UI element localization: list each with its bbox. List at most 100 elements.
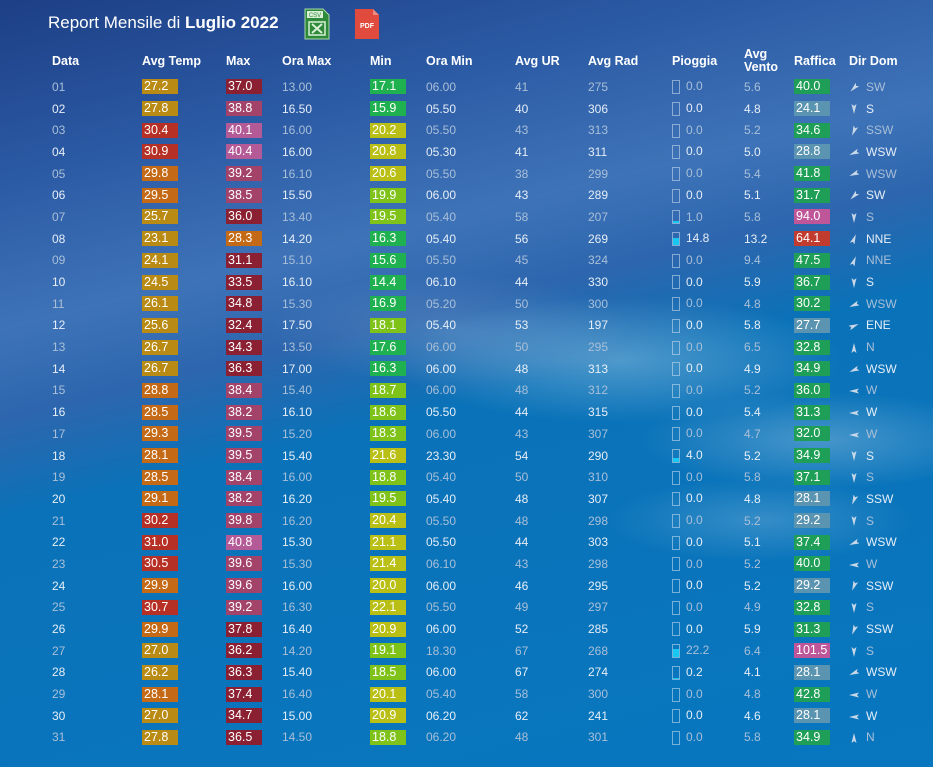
cell-day: 15	[52, 383, 66, 398]
cell-avg-temp-value: 26.2	[142, 664, 178, 680]
csv-download-icon[interactable]: CSV	[303, 8, 331, 40]
pdf-download-icon[interactable]: PDF	[353, 8, 381, 40]
cell-raffica-value: 31.3	[794, 621, 830, 637]
cell-max-value: 38.2	[226, 404, 262, 420]
cell-min: 18.3	[364, 423, 420, 445]
wind-direction-label: S	[866, 448, 875, 463]
cell-max: 36.2	[220, 640, 276, 662]
cell-max: 31.1	[220, 250, 276, 272]
cell-avg-temp-value: 31.0	[142, 534, 178, 550]
table-row: 09 24.1 31.1 15.10 15.6 05.50 45 324 0.0 9.4 47.5 N…	[46, 250, 913, 272]
cell-min-value: 20.6	[370, 166, 406, 182]
cell-min-value: 20.8	[370, 144, 406, 160]
cell-avg-vento: 4.8	[744, 101, 761, 116]
cell-avg-temp: 25.6	[136, 315, 220, 337]
cell-avg-temp: 30.7	[136, 597, 220, 619]
cell-dir-dom: NNE	[843, 228, 913, 250]
rain-value: 0.0	[686, 252, 703, 267]
cell-raffica-value: 101.5	[794, 643, 830, 659]
cell-max-value: 38.5	[226, 187, 262, 203]
cell-ora-min: 06.00	[426, 79, 457, 94]
cell-avg-ur: 58	[515, 209, 529, 224]
cell-max: 39.2	[220, 163, 276, 185]
cell-avg-temp-value: 25.6	[142, 317, 178, 333]
rain-level-icon	[672, 514, 680, 528]
wind-direction-label: WSW	[866, 361, 897, 376]
cell-day: 14	[52, 361, 66, 376]
cell-avg-temp: 24.1	[136, 250, 220, 272]
header-avg-vento-line1: Avg	[744, 47, 768, 61]
rain-level-icon	[672, 123, 680, 138]
wind-direction-label: WSW	[866, 296, 897, 311]
cell-day: 01	[52, 79, 66, 94]
cell-avg-rad: 299	[588, 166, 609, 181]
cell-ora-max: 16.00	[282, 470, 313, 485]
cell-dir-dom: WSW	[843, 293, 913, 315]
cell-raffica: 34.9	[788, 445, 843, 467]
cell-min: 19.1	[364, 640, 420, 662]
cell-min-value: 18.8	[370, 469, 406, 485]
cell-avg-ur: 58	[515, 687, 529, 702]
cell-dir-dom: S	[843, 597, 913, 619]
cell-avg-temp-value: 28.5	[142, 469, 178, 485]
cell-max-value: 37.0	[226, 79, 262, 95]
cell-avg-vento: 5.0	[744, 144, 761, 159]
cell-avg-rad: 197	[588, 318, 609, 333]
cell-ora-min: 06.00	[426, 361, 457, 376]
cell-raffica: 34.9	[788, 358, 843, 380]
cell-max-value: 38.2	[226, 491, 262, 507]
cell-avg-temp-value: 26.1	[142, 296, 178, 312]
rain-value: 0.0	[686, 339, 703, 354]
cell-avg-ur: 44	[515, 405, 529, 420]
cell-day: 23	[52, 556, 66, 571]
wind-direction-icon	[850, 82, 859, 92]
cell-dir-dom: S	[843, 271, 913, 293]
wind-direction-label: W	[866, 708, 878, 723]
cell-min-value: 20.9	[370, 621, 406, 637]
cell-day: 21	[52, 513, 66, 528]
cell-max-value: 34.7	[226, 708, 262, 724]
cell-day: 19	[52, 470, 66, 485]
wind-direction-label: S	[866, 600, 875, 615]
cell-avg-temp-value: 27.8	[142, 101, 178, 117]
cell-raffica-value: 34.6	[794, 122, 830, 138]
wind-direction-icon	[849, 714, 859, 720]
cell-avg-temp: 29.3	[136, 423, 220, 445]
cell-min: 16.9	[364, 293, 420, 315]
cell-raffica: 47.5	[788, 250, 843, 272]
cell-avg-vento: 5.8	[744, 209, 761, 224]
header-min: Min	[370, 53, 392, 68]
cell-ora-min: 05.50	[426, 166, 457, 181]
cell-max: 36.3	[220, 662, 276, 684]
cell-day: 06	[52, 188, 66, 203]
table-row: 28 26.2 36.3 15.40 18.5 06.00 67 274 0.2 4.1 28.1 W…	[46, 662, 913, 684]
cell-dir-dom: ENE	[843, 315, 913, 337]
cell-raffica-value: 27.7	[794, 317, 830, 333]
cell-ora-max: 17.00	[282, 361, 313, 376]
cell-ora-max: 15.40	[282, 448, 313, 463]
cell-avg-temp: 29.9	[136, 575, 220, 597]
cell-dir-dom: SSW	[843, 575, 913, 597]
cell-raffica: 31.3	[788, 618, 843, 640]
cell-day: 12	[52, 318, 66, 333]
cell-ora-min: 05.50	[426, 253, 457, 268]
cell-avg-rad: 324	[588, 253, 609, 268]
rain-level-icon	[672, 535, 680, 550]
cell-avg-rad: 207	[588, 209, 609, 224]
header-dir-dom: Dir Dom	[849, 53, 898, 68]
rain-level-icon	[672, 362, 680, 377]
cell-avg-vento: 4.8	[744, 296, 761, 311]
cell-avg-vento: 4.1	[744, 665, 761, 680]
cell-raffica: 42.8	[788, 683, 843, 705]
cell-pioggia: 0.0	[666, 597, 738, 619]
rain-level-icon	[672, 709, 680, 724]
cell-avg-vento: 5.2	[744, 448, 761, 463]
wind-direction-label: W	[866, 383, 878, 398]
cell-dir-dom: W	[843, 705, 913, 727]
wind-direction-label: SW	[866, 79, 886, 94]
cell-avg-ur: 48	[515, 361, 529, 376]
cell-min: 20.8	[364, 141, 420, 163]
cell-dir-dom: S	[843, 640, 913, 662]
cell-avg-rad: 289	[588, 188, 609, 203]
table-row: 26 29.9 37.8 16.40 20.9 06.00 52 285 0.0 5.9 31.3 S…	[46, 618, 913, 640]
